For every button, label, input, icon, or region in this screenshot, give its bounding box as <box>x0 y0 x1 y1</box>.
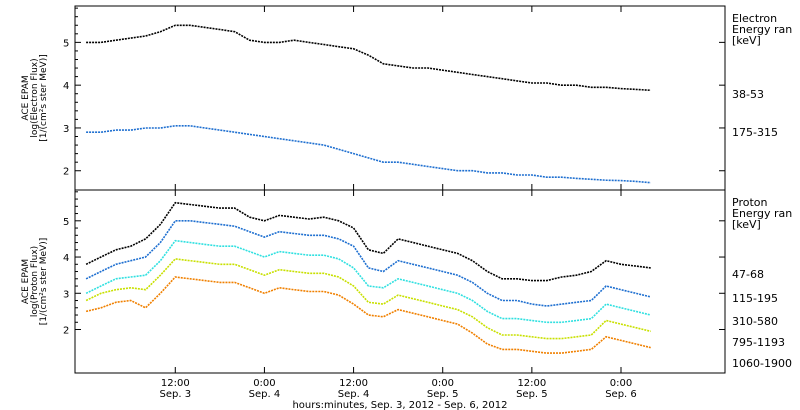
electron-legend-title-1: Energy ran <box>732 23 792 36</box>
proton-legend-2: 310-580 <box>732 315 778 328</box>
xtick-time-4: 12:00 <box>517 378 546 389</box>
proton-legend-1: 115-195 <box>732 292 778 305</box>
xtick-date-5: Sep. 6 <box>605 389 637 400</box>
electron-ytick-label-0: 2 <box>63 167 69 178</box>
proton-series-1 <box>85 220 651 307</box>
proton-legend-0: 47-68 <box>732 268 764 281</box>
electron-legend-title-0: Electron <box>732 12 777 25</box>
proton-series-3 <box>85 258 651 340</box>
proton-ylabel-line-1: log(Proton Flux) <box>30 246 40 317</box>
xtick-time-1: 0:00 <box>253 378 275 389</box>
proton-series-2 <box>85 239 651 324</box>
proton-ytick-label-0: 2 <box>63 326 69 337</box>
xtick-date-1: Sep. 4 <box>249 389 281 400</box>
electron-legend-title-2: [keV] <box>732 34 761 47</box>
proton-ylabel-line-0: ACE EPAM <box>21 259 31 304</box>
proton-legend-title-1: Energy ran <box>732 207 792 220</box>
xtick-time-5: 0:00 <box>610 378 632 389</box>
electron-legend-0: 38-53 <box>732 88 764 101</box>
xtick-date-3: Sep. 5 <box>427 389 459 400</box>
xtick-time-2: 12:00 <box>339 378 368 389</box>
electron-ytick-label-1: 3 <box>63 124 69 135</box>
electron-ylabel-line-1: log(Electron Flux) <box>30 58 40 137</box>
electron-ytick-label-3: 5 <box>63 38 69 49</box>
proton-series-4 <box>85 276 651 354</box>
proton-legend-title-2: [keV] <box>732 218 761 231</box>
electron-ylabel-line-0: ACE EPAM <box>21 75 31 120</box>
xtick-date-2: Sep. 4 <box>338 389 370 400</box>
xtick-time-3: 0:00 <box>431 378 453 389</box>
proton-frame <box>74 189 726 374</box>
x-axis-label: hours:minutes, Sep. 3, 2012 - Sep. 6, 20… <box>292 400 507 410</box>
proton-ylabel-line-2: [1/(cm²s ster MeV)] <box>39 238 49 325</box>
xtick-date-0: Sep. 3 <box>159 389 191 400</box>
proton-series-0 <box>85 201 651 282</box>
electron-ylabel-line-2: [1/(cm²s ster MeV)] <box>39 54 49 141</box>
xtick-time-0: 12:00 <box>161 378 190 389</box>
proton-ytick-label-2: 4 <box>63 253 69 264</box>
proton-legend-4: 1060-1900 <box>732 357 792 370</box>
electron-series-1 <box>86 125 651 184</box>
proton-legend-title-0: Proton <box>732 196 767 209</box>
electron-legend-1: 175-315 <box>732 126 778 139</box>
proton-ytick-label-1: 3 <box>63 289 69 300</box>
proton-legend-3: 795-1193 <box>732 336 785 349</box>
electron-series-0 <box>86 24 651 92</box>
xtick-date-4: Sep. 5 <box>516 389 548 400</box>
proton-ytick-label-3: 5 <box>63 217 69 228</box>
electron-ytick-label-2: 4 <box>63 81 69 92</box>
